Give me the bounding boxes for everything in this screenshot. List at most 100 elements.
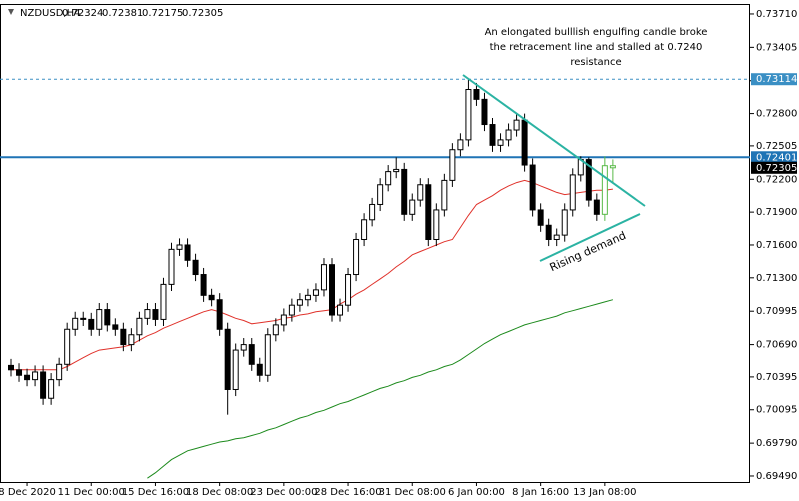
plot-frame bbox=[0, 4, 750, 483]
candle-body bbox=[513, 119, 520, 131]
candle-body bbox=[409, 199, 416, 215]
candle-body bbox=[280, 314, 287, 326]
candle-body bbox=[497, 139, 504, 146]
x-tick-label: 28 Dec 16:00 bbox=[314, 487, 381, 498]
candle-body bbox=[96, 309, 103, 330]
candle-body bbox=[8, 364, 14, 371]
x-tick-label: 23 Dec 00:00 bbox=[250, 487, 317, 498]
candle-body bbox=[216, 299, 223, 330]
current-price-label: 0.72305 bbox=[756, 163, 797, 174]
candle-body bbox=[561, 209, 568, 236]
candle-body bbox=[353, 238, 360, 276]
x-tick-label: 11 Dec 00:00 bbox=[58, 487, 125, 498]
x-tick-label: 18 Dec 08:00 bbox=[186, 487, 253, 498]
y-tick-label: 0.71900 bbox=[756, 207, 797, 218]
trend-line bbox=[539, 213, 641, 262]
candle-body bbox=[401, 168, 408, 215]
y-tick-label: 0.71600 bbox=[756, 240, 797, 251]
candle-body bbox=[176, 244, 183, 250]
ohlc-close: 0.72305 bbox=[182, 8, 223, 19]
candle-body bbox=[64, 328, 71, 365]
x-tick-label: 8 Jan 16:00 bbox=[512, 487, 569, 498]
y-tick-label: 0.72505 bbox=[756, 141, 797, 152]
candle-body bbox=[489, 124, 496, 146]
candle-body bbox=[112, 324, 119, 330]
candle-body bbox=[72, 317, 79, 330]
y-tick-label: 0.70995 bbox=[756, 306, 797, 317]
y-tick-label: 0.72800 bbox=[756, 109, 797, 120]
x-tick-label: 13 Jan 08:00 bbox=[573, 487, 636, 498]
ohlc-open: 0.72324 bbox=[62, 8, 103, 19]
candle-body bbox=[345, 274, 352, 306]
y-tick-label: 0.71300 bbox=[756, 273, 797, 284]
candle-body bbox=[329, 264, 335, 316]
x-tick-label: 31 Dec 08:00 bbox=[379, 487, 446, 498]
candle-body bbox=[449, 149, 456, 181]
candle-body bbox=[473, 89, 480, 100]
candle-body bbox=[465, 89, 472, 141]
candle-body bbox=[160, 283, 167, 320]
candle-body bbox=[537, 209, 544, 226]
candle-body bbox=[304, 294, 311, 301]
candle-body bbox=[601, 165, 608, 215]
y-tick-label: 0.72200 bbox=[756, 174, 797, 185]
candle-body bbox=[144, 309, 151, 319]
candle-body bbox=[168, 248, 175, 285]
symbol: NZDUSD,H4 bbox=[20, 8, 80, 19]
candle-body bbox=[553, 234, 560, 240]
candle-body bbox=[48, 379, 55, 399]
candle-body bbox=[369, 203, 376, 221]
candle-body bbox=[40, 371, 47, 399]
candle-body bbox=[529, 164, 536, 211]
candle-body bbox=[152, 309, 159, 320]
candle-body bbox=[208, 294, 215, 301]
candle-body bbox=[457, 139, 464, 151]
candle-body bbox=[361, 219, 368, 240]
y-tick-label: 0.73405 bbox=[756, 42, 797, 53]
candle-body bbox=[24, 374, 31, 381]
candle-body bbox=[393, 168, 400, 173]
current-price-box bbox=[751, 161, 797, 174]
candle-body bbox=[593, 199, 600, 215]
candle-body bbox=[312, 289, 319, 296]
candle-body bbox=[192, 259, 199, 276]
candle-body bbox=[288, 304, 295, 316]
candle-body bbox=[56, 363, 63, 381]
candle-body bbox=[224, 328, 231, 390]
moving-average bbox=[11, 179, 613, 371]
candle-body bbox=[433, 209, 440, 240]
level-label-box bbox=[751, 73, 797, 86]
candle-body bbox=[32, 371, 39, 381]
candle-body bbox=[385, 171, 392, 186]
candle-body bbox=[16, 369, 23, 376]
candle-body bbox=[609, 165, 616, 169]
annotation: An elongated bulllish engulfing candle b… bbox=[485, 27, 708, 38]
candle-body bbox=[377, 184, 384, 205]
candle-body bbox=[232, 349, 239, 390]
candle-body bbox=[272, 324, 279, 336]
y-tick-label: 0.70095 bbox=[756, 405, 797, 416]
candle-body bbox=[80, 317, 87, 320]
candle-body bbox=[320, 264, 327, 291]
candle-body bbox=[505, 129, 512, 141]
candle-body bbox=[425, 184, 432, 240]
candle-body bbox=[545, 224, 552, 240]
candle-body bbox=[256, 363, 263, 376]
level-label-box bbox=[751, 151, 797, 164]
candle-body bbox=[521, 119, 528, 166]
y-tick-label: 0.69490 bbox=[756, 471, 797, 482]
x-tick-label: 8 Dec 2020 bbox=[0, 487, 56, 498]
y-tick-label: 0.70395 bbox=[756, 372, 797, 383]
annotation: the retracement line and stalled at 0.72… bbox=[490, 42, 703, 53]
candle-body bbox=[128, 334, 135, 346]
moving-average bbox=[147, 299, 614, 479]
ohlc-high: 0.72381 bbox=[102, 8, 143, 19]
candle-body bbox=[441, 179, 448, 211]
candle-body bbox=[296, 299, 303, 306]
candle-body bbox=[88, 318, 95, 330]
x-tick-label: 15 Dec 16:00 bbox=[122, 487, 189, 498]
y-tick-label: 0.69790 bbox=[756, 438, 797, 449]
annotation: resistance bbox=[570, 57, 621, 68]
level-label: 0.72401 bbox=[756, 152, 797, 163]
ohlc-low: 0.72175 bbox=[142, 8, 183, 19]
